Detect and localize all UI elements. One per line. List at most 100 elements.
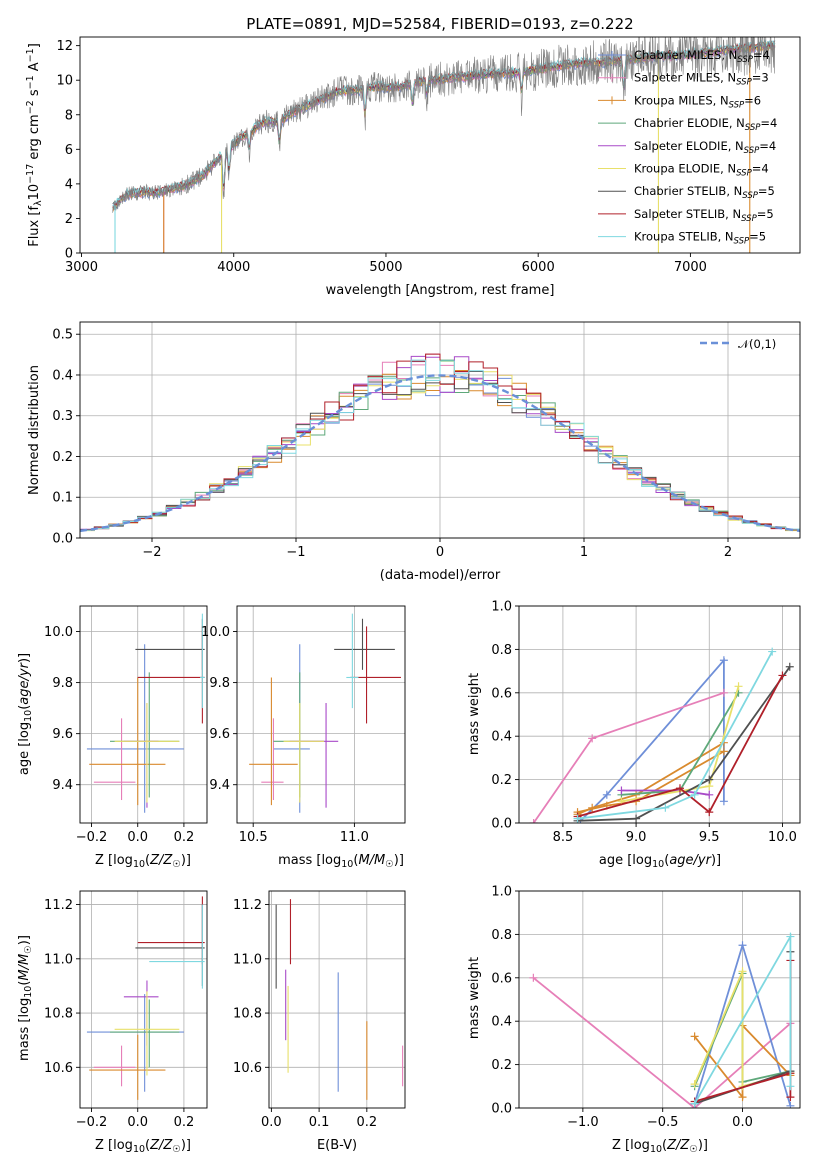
- legend-label-part: =5: [758, 184, 775, 198]
- x-tick-label: 8.5: [553, 830, 574, 845]
- massweight-marker: [573, 814, 582, 823]
- legend-label-part: Salpeter ELODIE, N: [634, 139, 744, 153]
- massweight-line: [577, 741, 725, 816]
- massweight-marker: [738, 941, 747, 950]
- y-tick-label: 0.3: [52, 409, 73, 424]
- y-tick-label: 0.2: [52, 450, 73, 465]
- x-axis-label: wavelength [Angstrom, rest frame]: [326, 283, 555, 298]
- x-tick-label: 0.1: [309, 1115, 330, 1130]
- x-tick-label: 0.2: [174, 1115, 195, 1130]
- y-tick-label: 11.0: [44, 952, 73, 967]
- y-tick-label: 0.0: [491, 817, 512, 832]
- y-tick-label: 0.2: [491, 1058, 512, 1073]
- label-part: M/M: [17, 954, 32, 981]
- x-axis-label: Z [log10(Z/Z☉)]: [95, 1138, 191, 1155]
- label-part: 10: [133, 859, 145, 870]
- y-tick-label: 0.4: [52, 368, 73, 383]
- label-part: )]: [698, 1138, 708, 1153]
- y-tick-label: 10.0: [201, 625, 230, 640]
- y-tick-label: 0.6: [491, 971, 512, 986]
- y-tick-label: 0.4: [491, 730, 512, 745]
- label-part: s: [27, 89, 42, 100]
- legend-label-part: SSP: [736, 78, 752, 88]
- x-tick-label: 7000: [674, 260, 707, 275]
- legend-label-part: Chabrier STELIB, N: [634, 184, 742, 198]
- y-axis-label: mass weight: [467, 673, 482, 755]
- y-tick-label: 9.4: [52, 778, 73, 793]
- massweight-marker: [786, 1082, 795, 1091]
- plot-area: [529, 932, 795, 1108]
- label-part: 10: [650, 1144, 662, 1155]
- label-part: Z [log: [612, 1138, 650, 1153]
- massweight-line: [577, 674, 784, 818]
- x-tick-label: 9.5: [699, 830, 720, 845]
- label-part: Flux [f: [27, 206, 42, 247]
- massweight-marker: [602, 790, 611, 799]
- massweight-marker: [529, 973, 538, 982]
- axes-frame: [79, 890, 208, 1109]
- y-tick-label: 10.6: [44, 1061, 73, 1076]
- x-tick-label: −0.2: [76, 830, 108, 845]
- label-part: )]: [17, 935, 32, 945]
- legend-label-part: =6: [744, 93, 761, 107]
- y-tick-label: 9.6: [52, 727, 73, 742]
- axes-frame: [236, 605, 406, 824]
- plot-area: [86, 613, 205, 813]
- x-tick-label: 0.0: [732, 1115, 753, 1130]
- x-tick-label: −2: [142, 545, 161, 560]
- label-part: 10: [133, 1144, 145, 1155]
- y-tick-label: 0.0: [491, 1102, 512, 1117]
- label-part: )]: [181, 1138, 191, 1153]
- axes-frame: [268, 890, 406, 1109]
- legend-label-part: Salpeter STELIB, N: [634, 207, 741, 221]
- y-tick-label: 0.6: [491, 686, 512, 701]
- legend-label-part: Chabrier MILES, N: [634, 48, 737, 62]
- massweight-marker: [705, 775, 714, 784]
- y-axis-label: Normed distribution: [27, 365, 42, 495]
- label-part: Z [log: [95, 853, 133, 868]
- massweight-marker: [786, 932, 795, 941]
- label-part: ☉: [689, 1144, 698, 1155]
- legend-label-part: Kroupa ELODIE, N: [634, 162, 736, 176]
- x-tick-label: 0.2: [356, 1115, 377, 1130]
- y-axis-label: Flux [fλ10−17 erg cm−2 s−1 A−1]: [25, 43, 44, 247]
- massweight-marker: [719, 688, 728, 697]
- x-tick-label: 11.0: [340, 830, 369, 845]
- legend-label-part: SSP: [734, 237, 750, 247]
- legend-label-part: Kroupa MILES, N: [634, 93, 729, 107]
- label-part: −1: [25, 75, 36, 89]
- x-tick-label: 0.2: [174, 830, 195, 845]
- y-tick-label: 10: [56, 74, 73, 89]
- x-tick-label: 0: [436, 545, 444, 560]
- massweight-marker: [675, 784, 684, 793]
- label-part: Z/Z: [149, 1138, 173, 1153]
- x-axis-label: mass [log10(M/M☉)]: [278, 853, 404, 870]
- x-axis-label: E(B-V): [317, 1138, 357, 1153]
- legend-label-part: =5: [749, 230, 766, 244]
- y-tick-label: 9.6: [209, 727, 230, 742]
- y-tick-label: 0.0: [52, 532, 73, 547]
- massweight-marker: [786, 1093, 795, 1102]
- x-tick-label: −1.0: [567, 1115, 599, 1130]
- x-tick-label: 0.0: [261, 1115, 282, 1130]
- massweight-line: [532, 691, 725, 823]
- y-tick-label: 11.2: [44, 898, 73, 913]
- label-part: )]: [181, 853, 191, 868]
- massweight-line: [693, 970, 791, 1088]
- y-tick-label: 9.4: [209, 778, 230, 793]
- x-tick-label: 4000: [217, 260, 250, 275]
- x-tick-label: 10.5: [239, 830, 268, 845]
- massweight-marker: [588, 734, 597, 743]
- massweight-marker: [719, 797, 728, 806]
- massweight-line: [532, 977, 791, 1108]
- y-tick-label: 0.8: [491, 928, 512, 943]
- x-tick-label: 0.0: [127, 1115, 148, 1130]
- label-part: (: [17, 981, 32, 986]
- legend-label-part: =4: [752, 162, 769, 176]
- x-tick-label: −0.5: [647, 1115, 679, 1130]
- observed-spectrum-line: [112, 37, 776, 213]
- massweight-marker: [778, 671, 787, 680]
- label-part: (: [662, 1138, 667, 1153]
- x-axis-label: Z [log10(Z/Z☉)]: [612, 1138, 708, 1155]
